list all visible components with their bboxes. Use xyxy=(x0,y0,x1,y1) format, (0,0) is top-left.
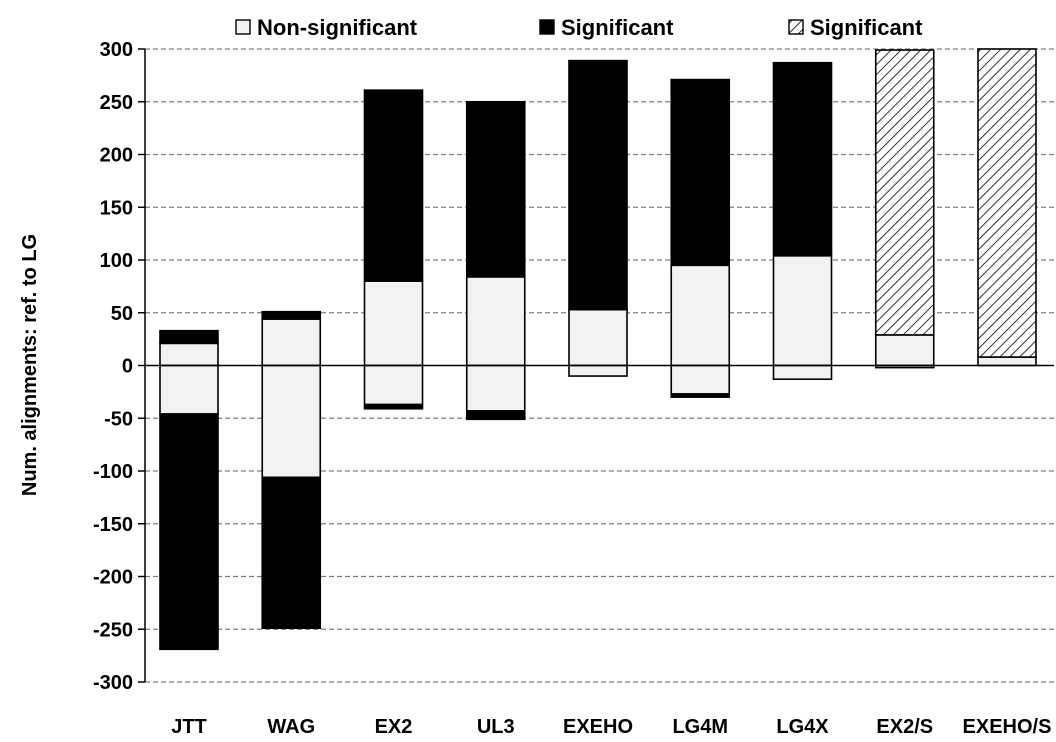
y-tick-label: -250 xyxy=(93,619,133,641)
bar-segment xyxy=(465,100,526,278)
y-tick-label: 0 xyxy=(122,356,133,378)
bar-segment xyxy=(261,310,322,320)
bar-segment xyxy=(363,364,424,406)
x-tick-label: LG4M xyxy=(672,716,728,738)
axes: -300 -250 -200 -150 -100 -50 0 50 100 150 200 250 30… xyxy=(93,39,1054,738)
bar-segment xyxy=(670,364,731,395)
legend-swatch xyxy=(235,19,251,35)
bar-segment xyxy=(261,318,322,367)
bar-segment xyxy=(159,342,219,367)
legend-label: Significant xyxy=(810,15,923,40)
bar-segment xyxy=(465,364,526,412)
y-tick-label: 300 xyxy=(100,39,133,61)
bar-segment xyxy=(568,308,628,367)
x-tick-label: UL3 xyxy=(477,716,515,738)
bar-segment xyxy=(772,254,833,367)
bar-segment xyxy=(568,59,628,311)
y-tick-label: -200 xyxy=(93,567,133,589)
bar-segment xyxy=(363,403,424,410)
bar-segment xyxy=(568,364,628,377)
legend-swatch xyxy=(788,19,804,35)
x-tick-label: WAG xyxy=(267,716,315,738)
y-tick-label: -50 xyxy=(104,408,133,430)
bar-segment xyxy=(670,264,731,367)
bar-segment xyxy=(363,89,424,282)
bar-segment xyxy=(159,329,219,345)
y-tick-label: -300 xyxy=(93,672,133,694)
x-tick-label: EXEHO xyxy=(563,716,633,738)
y-tick-label: -150 xyxy=(93,514,133,536)
bar-segment xyxy=(772,364,833,381)
bar-segment xyxy=(670,78,731,267)
bar-segment xyxy=(159,364,219,415)
y-axis-title: Num. alignments: ref. to LG xyxy=(19,234,41,496)
y-tick-label: 150 xyxy=(100,197,133,219)
bars xyxy=(159,48,1037,651)
y-tick-label: -100 xyxy=(93,461,133,483)
legend-swatch xyxy=(539,19,555,35)
x-tick-label: EX2 xyxy=(375,716,413,738)
y-tick-label: 200 xyxy=(100,145,133,167)
bar-segment xyxy=(977,356,1037,367)
legend: Non-significant Significant Significant xyxy=(235,15,923,40)
legend-label: Non-significant xyxy=(257,15,418,40)
x-tick-label: EX2/S xyxy=(876,716,933,738)
x-tick-label: EXEHO/S xyxy=(963,716,1052,738)
bar-segment xyxy=(772,61,833,257)
bar-segment xyxy=(874,334,935,367)
y-tick-label: 250 xyxy=(100,92,133,114)
y-tick-label: 50 xyxy=(111,303,133,325)
legend-label: Significant xyxy=(561,15,674,40)
y-tick-label: 100 xyxy=(100,250,133,272)
bar-segment xyxy=(261,364,322,479)
bar-segment xyxy=(874,49,935,336)
bar-segment xyxy=(465,410,526,421)
bar-segment xyxy=(465,276,526,367)
x-tick-label: LG4X xyxy=(776,716,829,738)
bar-segment xyxy=(159,413,219,651)
x-tick-label: JTT xyxy=(171,716,207,738)
bar-segment xyxy=(977,48,1037,358)
bar-segment xyxy=(261,476,322,629)
bar-segment xyxy=(363,280,424,367)
bar-segment xyxy=(670,393,731,398)
